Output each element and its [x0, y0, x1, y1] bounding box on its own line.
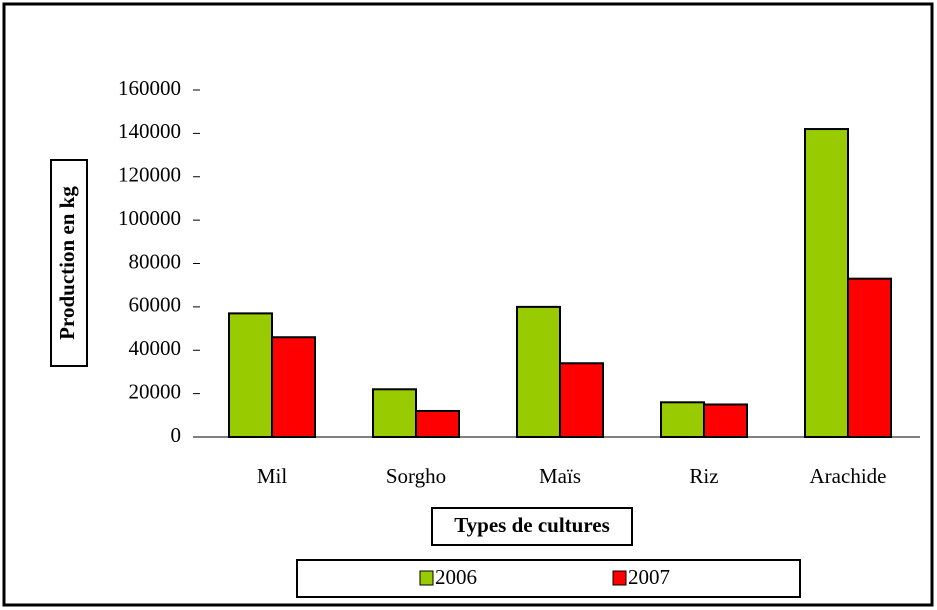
y-tick-label: 120000 — [118, 163, 181, 187]
bar — [703, 403, 748, 438]
legend-swatch — [612, 570, 627, 586]
x-tick-label: Maïs — [539, 464, 581, 488]
x-label-box — [431, 507, 633, 546]
bar — [847, 277, 892, 438]
x-tick-label: Arachide — [810, 464, 887, 488]
legend-swatch — [419, 570, 434, 586]
bar — [516, 305, 561, 438]
legend-label: 2007 — [628, 565, 670, 589]
bar — [372, 388, 417, 439]
y-tick-label: 60000 — [129, 293, 182, 317]
bar — [228, 312, 273, 439]
bar — [271, 336, 316, 438]
y-tick-label: 100000 — [118, 206, 181, 230]
y-tick-label: 80000 — [129, 249, 182, 273]
y-tick-label: 140000 — [118, 119, 181, 143]
y-tick-label: 0 — [171, 423, 182, 447]
bar — [415, 409, 460, 439]
x-tick-label: Mil — [257, 464, 288, 488]
y-label-box — [50, 159, 88, 367]
y-tick-label: 160000 — [118, 76, 181, 100]
x-axis-label: Types de cultures — [454, 513, 610, 537]
y-axis-label: Production en kg — [55, 186, 79, 340]
y-tick-label: 40000 — [129, 336, 182, 360]
y-tick-label: 20000 — [129, 379, 182, 403]
bar — [660, 401, 705, 438]
bar — [804, 128, 849, 438]
x-tick-label: Riz — [689, 464, 718, 488]
bar — [559, 362, 604, 439]
x-tick-label: Sorgho — [386, 464, 446, 488]
legend-label: 2006 — [435, 565, 477, 589]
legend-box — [296, 559, 801, 598]
